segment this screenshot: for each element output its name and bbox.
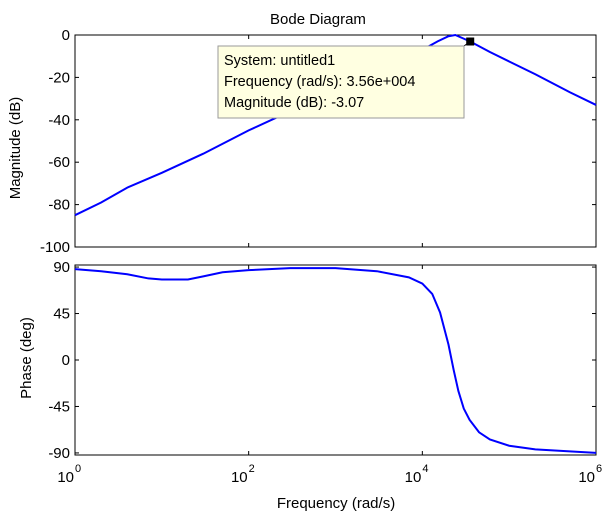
magnitude-y-tick-label: -20: [48, 69, 70, 86]
x-tick-label-exponent: 4: [422, 463, 428, 475]
datatip-frequency-text: Frequency (rad/s): 3.56e+004: [224, 74, 415, 90]
datatip[interactable]: System: untitled1 Frequency (rad/s): 3.5…: [217, 37, 475, 119]
magnitude-y-tick-label: -40: [48, 112, 70, 129]
magnitude-y-tick-label: -80: [48, 197, 70, 214]
phase-ticks: 90 45 0 -45 -90: [48, 259, 597, 462]
x-tick-label-base: 10: [231, 469, 248, 486]
phase-y-tick-label: -90: [48, 445, 70, 462]
phase-y-tick-label: 45: [53, 306, 70, 323]
x-tick-label-base: 10: [57, 469, 74, 486]
x-tick-labels: 10 0 10 2 10 4 10 6: [57, 463, 602, 486]
x-tick-label-base: 10: [405, 469, 422, 486]
magnitude-y-axis-label: Magnitude (dB): [7, 97, 24, 200]
x-tick-label-exponent: 0: [75, 463, 81, 475]
x-tick-label-exponent: 6: [596, 463, 602, 475]
phase-axes-box: [74, 264, 597, 456]
phase-series-line: [74, 267, 597, 454]
magnitude-y-tick-label: -60: [48, 154, 70, 171]
phase-y-tick-label: 0: [62, 352, 70, 369]
magnitude-ticks: 0 -20 -40 -60 -80 -100: [40, 27, 597, 256]
phase-y-tick-label: 90: [53, 259, 70, 276]
datatip-marker[interactable]: [466, 37, 475, 46]
datatip-magnitude-text: Magnitude (dB): -3.07: [224, 95, 364, 111]
x-axis-label: Frequency (rad/s): [277, 495, 395, 512]
chart-title: Bode Diagram: [270, 11, 366, 28]
phase-y-tick-label: -45: [48, 398, 70, 415]
magnitude-y-tick-label: -100: [40, 239, 70, 256]
x-tick-label-exponent: 2: [249, 463, 255, 475]
phase-y-axis-label: Phase (deg): [18, 317, 35, 399]
datatip-box: [217, 45, 465, 119]
x-tick-label-base: 10: [578, 469, 595, 486]
phase-panel: 90 45 0 -45 -90: [48, 259, 597, 462]
datatip-system-text: System: untitled1: [224, 53, 335, 69]
magnitude-y-tick-label: 0: [62, 27, 70, 44]
